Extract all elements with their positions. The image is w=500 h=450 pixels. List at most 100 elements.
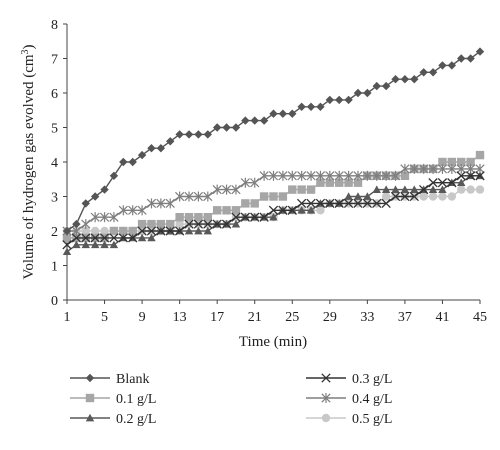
data-point — [268, 205, 279, 215]
data-point — [250, 199, 259, 208]
data-point — [353, 198, 363, 209]
series-0-4-g-l — [62, 163, 485, 236]
data-point — [456, 163, 466, 174]
series-line — [66, 51, 481, 232]
data-point — [447, 178, 457, 188]
data-point — [344, 178, 353, 187]
y-tick-label: 1 — [51, 260, 58, 275]
series-blank — [62, 47, 485, 236]
y-tick-label: 6 — [51, 87, 58, 102]
data-point — [269, 213, 278, 221]
data-point — [194, 213, 203, 222]
data-point — [62, 240, 72, 250]
legend-item: 0.3 g/L — [306, 372, 392, 387]
data-point — [109, 212, 119, 223]
data-point — [81, 219, 91, 230]
marker-stroke — [231, 212, 241, 222]
x-tick-label: 33 — [360, 310, 374, 325]
x-tick-label: 21 — [248, 310, 262, 325]
data-point — [250, 212, 260, 222]
data-point — [447, 192, 457, 201]
data-point — [212, 206, 222, 215]
data-point — [419, 184, 429, 195]
data-point — [297, 206, 306, 214]
data-point — [147, 144, 156, 153]
data-point — [344, 95, 353, 105]
data-point — [166, 137, 175, 146]
series-0-3-g-l — [62, 171, 485, 250]
data-point — [137, 150, 147, 160]
chart-legend: Blank 0.1 g/L 0.2 g/L 0.3 g/L 0.4 g/L 0.5 g/L — [70, 372, 392, 427]
data-point — [146, 198, 157, 209]
data-point — [343, 170, 354, 181]
legend-label: Blank — [116, 372, 149, 387]
x-tick-label: 1 — [64, 310, 71, 325]
data-point — [72, 219, 81, 229]
data-point — [325, 198, 335, 209]
data-point — [118, 205, 128, 216]
marker-stroke — [419, 184, 429, 195]
data-point — [400, 171, 410, 180]
data-point — [325, 170, 335, 181]
legend-item: 0.1 g/L — [70, 392, 156, 407]
data-point — [250, 177, 260, 188]
data-point — [184, 219, 194, 229]
data-point — [128, 205, 138, 216]
data-point — [306, 185, 316, 194]
data-point — [109, 240, 119, 249]
data-point — [390, 191, 401, 202]
data-point — [287, 170, 297, 181]
data-point — [353, 170, 363, 181]
x-tick-group: 1 5 9 13 17 21 25 29 33 37 41 45 — [64, 300, 487, 325]
data-point — [419, 192, 428, 201]
data-point — [259, 192, 269, 201]
data-point — [437, 163, 448, 174]
marker-stroke — [296, 198, 307, 209]
marker-stroke — [428, 178, 438, 188]
legend-label: 0.3 g/L — [352, 372, 392, 387]
marker-stroke — [203, 219, 213, 229]
data-point — [400, 191, 410, 202]
data-point — [137, 219, 147, 229]
data-point — [99, 233, 110, 243]
data-point — [194, 130, 203, 139]
data-point — [306, 198, 316, 209]
data-point — [381, 192, 391, 201]
data-point — [353, 178, 363, 187]
data-point — [428, 185, 438, 193]
data-point — [297, 170, 307, 181]
marker-stroke — [62, 240, 72, 250]
x-tick-label: 13 — [173, 310, 187, 325]
data-point — [269, 109, 278, 118]
data-point — [194, 226, 203, 235]
data-point — [128, 226, 137, 236]
data-point — [410, 185, 419, 193]
data-point — [62, 233, 72, 243]
data-point — [100, 226, 109, 236]
legend-label: 0.1 g/L — [116, 392, 156, 407]
data-point — [174, 226, 185, 236]
data-point — [428, 192, 438, 201]
data-point — [363, 192, 372, 200]
y-axis-label: Volume of hydrogen gas evolved (cm3) — [20, 44, 37, 279]
legend-swatch-marker — [321, 413, 331, 423]
data-point — [90, 226, 100, 236]
legend-label: 0.2 g/L — [116, 412, 156, 427]
marker-stroke — [343, 198, 354, 209]
data-point — [184, 213, 194, 222]
data-point — [419, 163, 429, 174]
data-point — [203, 226, 212, 235]
data-point — [175, 219, 184, 229]
marker-stroke — [118, 233, 128, 243]
data-point — [90, 240, 100, 249]
data-point — [259, 116, 269, 125]
marker-stroke — [456, 171, 466, 181]
y-axis-label-main: Volume of hydrogen gas evolved (cm — [21, 54, 37, 279]
data-point — [71, 233, 82, 243]
y-tick-group: 0 1 2 3 4 5 6 7 8 — [51, 18, 67, 309]
marker-stroke — [99, 233, 110, 243]
data-point — [343, 198, 354, 209]
data-point — [297, 185, 306, 194]
marker-stroke — [165, 226, 175, 236]
data-point — [231, 123, 241, 132]
